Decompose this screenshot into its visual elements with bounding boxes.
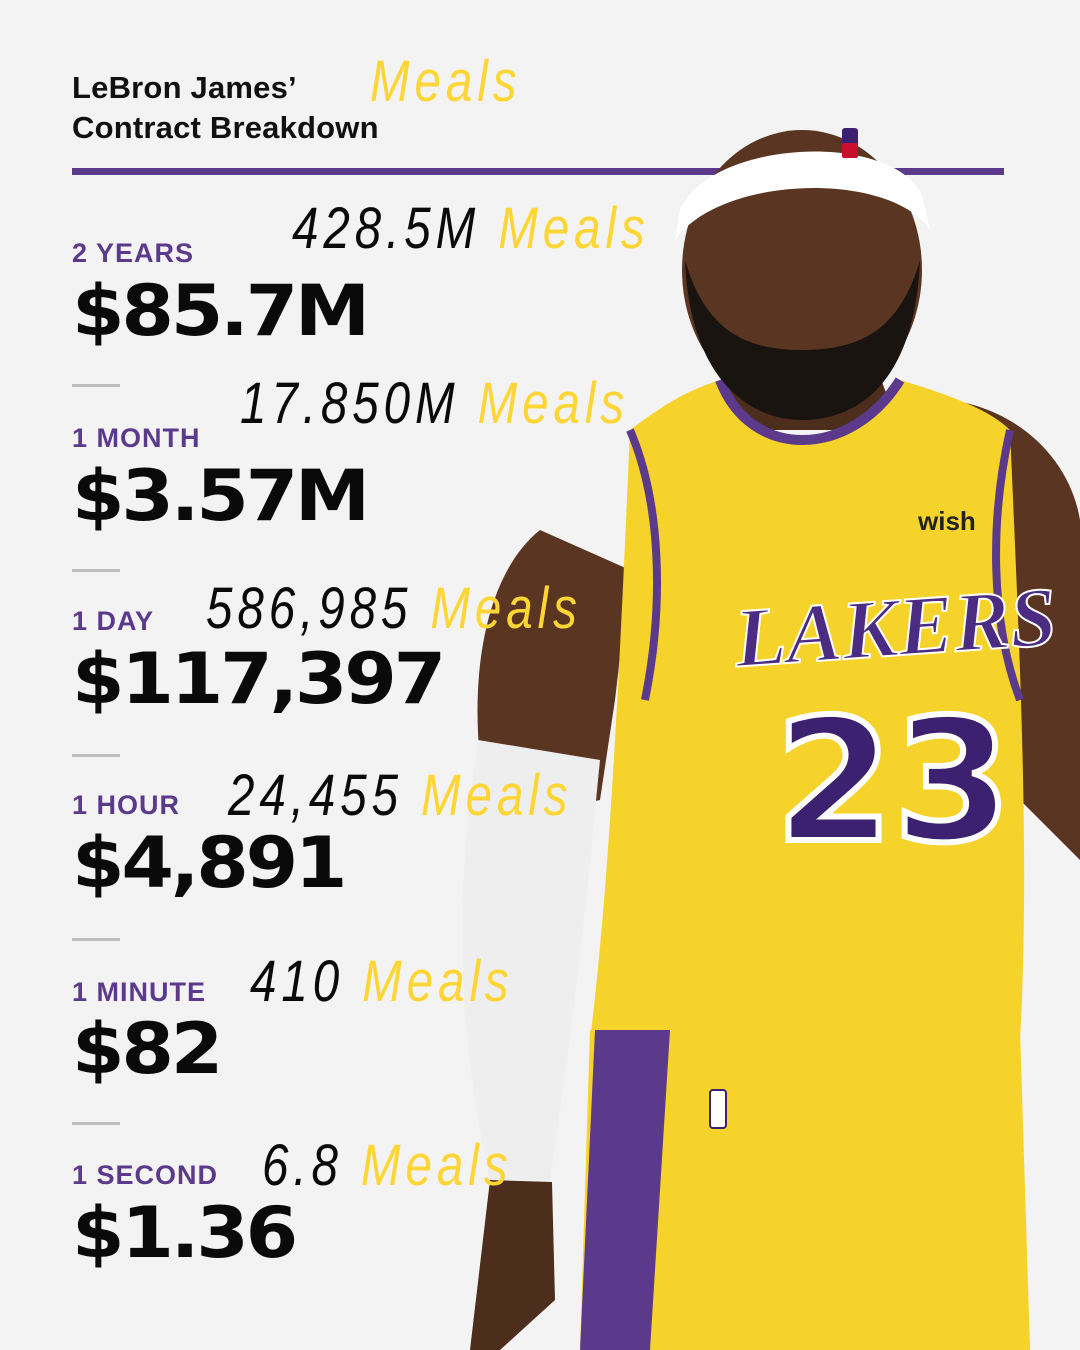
title-line-1: LeBron James’ [72, 70, 297, 105]
jersey [590, 380, 1025, 1040]
period-label: 1 DAY [72, 606, 155, 636]
meals-word: Meals [477, 371, 630, 436]
row-separator [72, 938, 120, 941]
meals-number: 24,455 [228, 763, 403, 828]
row-separator [72, 569, 120, 572]
jersey-team: LAKERS [730, 570, 1059, 685]
meals-number: 586,985 [206, 576, 413, 641]
meals-word: Meals [421, 763, 573, 828]
meals-overlay: 410 Meals [250, 948, 514, 1015]
amount-value: $117,397 [72, 638, 446, 720]
page-title: LeBron James’ Contract Breakdown [72, 68, 379, 148]
period-label: 2 YEARS [72, 238, 195, 268]
title-meals-overlay: Meals [370, 49, 522, 114]
row-separator [72, 384, 120, 387]
amount-value: $85.7M [72, 270, 370, 352]
meals-overlay: 586,985 Meals [206, 575, 582, 642]
headband [675, 151, 930, 240]
meals-word: Meals [360, 1133, 513, 1198]
meals-overlay: 24,455 Meals [228, 762, 573, 829]
shorts [580, 1030, 1030, 1350]
jersey-sponsor: wish [917, 506, 976, 536]
amount-value: $4,891 [72, 822, 348, 904]
meals-number: 17.850M [240, 371, 460, 436]
amount-value: $3.57M [72, 455, 370, 537]
meals-word: Meals [430, 576, 582, 641]
meals-number: 6.8 [262, 1133, 343, 1198]
period-label: 1 MINUTE [72, 977, 207, 1007]
meals-overlay: 428.5M Meals [292, 195, 650, 262]
amount-value: $1.36 [72, 1192, 298, 1274]
title-line-2: Contract Breakdown [72, 110, 379, 145]
period-label: 1 SECOND [72, 1160, 219, 1190]
meals-word: Meals [362, 949, 514, 1014]
meals-word: Meals [498, 196, 650, 261]
period-label: 1 MONTH [72, 423, 201, 453]
header-divider [72, 168, 1004, 175]
row-separator [72, 1122, 120, 1125]
row-separator [72, 754, 120, 757]
meals-overlay: 6.8 Meals [262, 1132, 512, 1199]
left-hand [470, 1180, 555, 1350]
beard [685, 260, 920, 420]
jersey-number: 23 [775, 683, 1012, 881]
period-label: 1 HOUR [72, 790, 181, 820]
amount-value: $82 [72, 1008, 223, 1090]
meals-number: 428.5M [292, 196, 481, 261]
arm-sleeve [462, 740, 600, 1180]
player-image: LAKERS 23 wish [462, 128, 1080, 1350]
meals-number: 410 [250, 949, 345, 1014]
meals-overlay: 17.850M Meals [240, 370, 629, 437]
